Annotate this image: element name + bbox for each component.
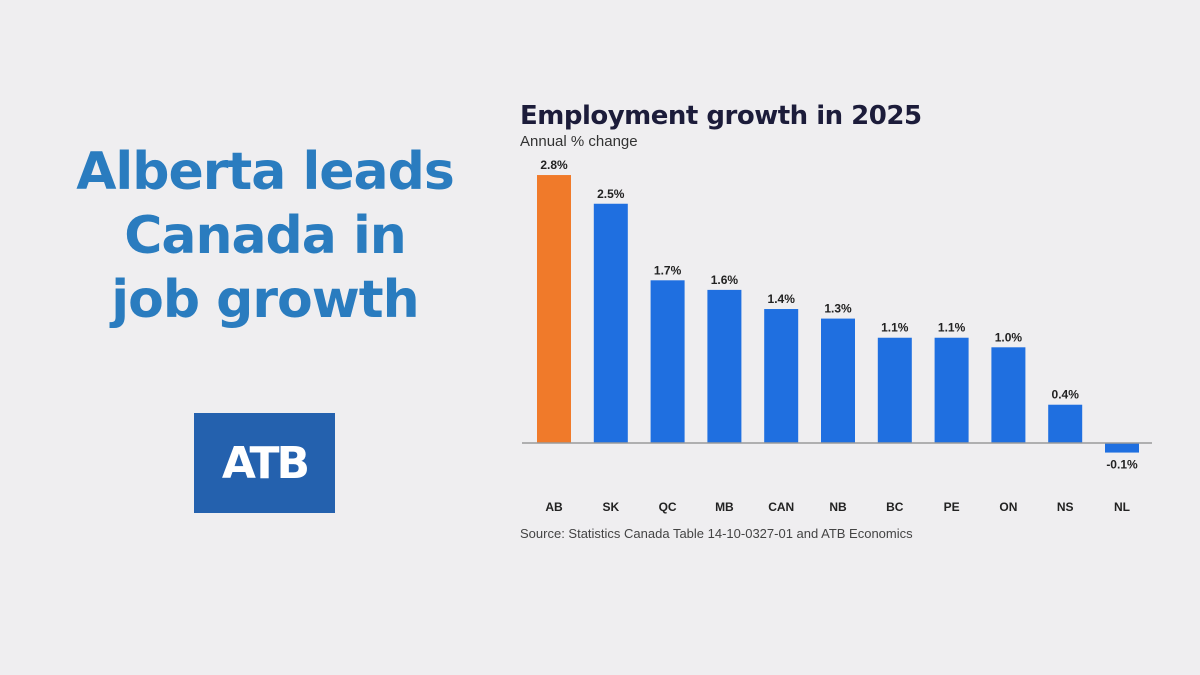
bar-sk [593,203,628,443]
bar-can [764,309,799,443]
atb-logo: ATB [194,413,335,513]
value-label-ab: 2.8% [540,158,568,172]
bar-nb [821,318,855,443]
value-label-on: 1.0% [995,330,1023,344]
value-label-pe: 1.1% [938,321,966,335]
headline: Alberta leads Canada in job growth [40,140,490,332]
category-label-ab: AB [545,500,563,514]
chart-title: Employment growth in 2025 [520,101,922,131]
bar-pe [934,337,969,443]
category-label-qc: QC [659,500,677,514]
value-label-ns: 0.4% [1052,388,1080,402]
category-label-pe: PE [944,500,960,514]
category-label-nb: NB [829,500,847,514]
category-label-nl: NL [1114,500,1130,514]
value-label-can: 1.4% [768,292,796,306]
category-label-on: ON [999,500,1017,514]
value-label-bc: 1.1% [881,321,909,335]
category-label-mb: MB [715,500,734,514]
bar-on [991,347,1026,443]
bar-bc [877,337,912,443]
value-label-mb: 1.6% [711,273,739,287]
headline-line-1: Alberta leads [76,142,455,202]
category-label-ns: NS [1057,500,1074,514]
value-label-qc: 1.7% [654,263,682,277]
headline-line-2: Canada in [124,206,407,266]
bar-qc [650,280,685,443]
value-label-sk: 2.5% [597,187,625,201]
category-label-sk: SK [602,500,619,514]
headline-line-3: job growth [111,270,419,330]
value-label-nb: 1.3% [824,302,852,316]
source-note: Source: Statistics Canada Table 14-10-03… [520,526,913,541]
atb-logo-text: ATB [221,437,310,489]
bar-ab [537,175,571,444]
bar-ns [1048,404,1083,443]
bar-mb [707,289,742,443]
bar-nl [1105,443,1139,453]
category-label-can: CAN [768,500,794,514]
category-label-bc: BC [886,500,904,514]
chart-subtitle: Annual % change [520,133,638,150]
value-label-nl: -0.1% [1106,458,1138,472]
